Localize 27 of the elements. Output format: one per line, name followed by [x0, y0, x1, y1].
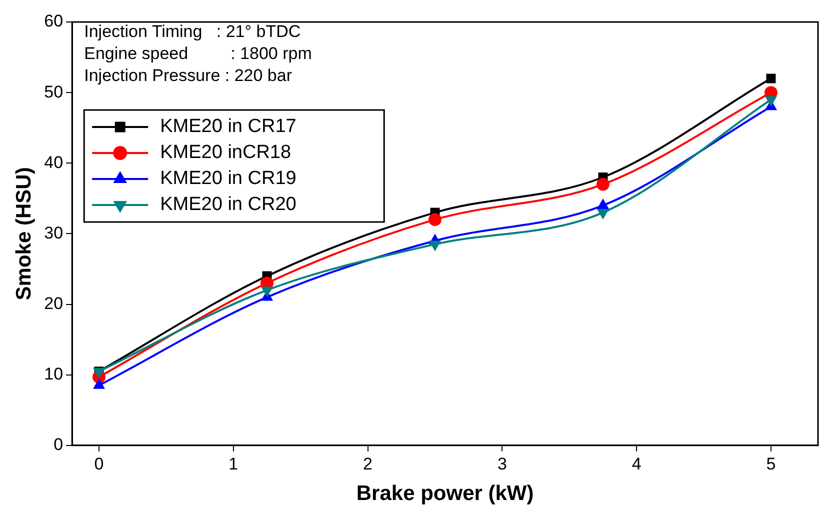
- y-tick-label: 30: [44, 223, 64, 242]
- point: [428, 213, 442, 226]
- legend-label: KME20 in CR20: [160, 194, 296, 216]
- x-tick-label: 2: [363, 454, 373, 474]
- annotation: Injection Pressure : 220 bar: [84, 66, 292, 86]
- x-tick-label: 5: [766, 454, 776, 474]
- point: [429, 240, 441, 251]
- x-tick-label: 3: [497, 454, 507, 474]
- y-tick-label: 20: [44, 294, 64, 313]
- point: [596, 178, 610, 191]
- y-tick-label: 10: [44, 364, 64, 384]
- y-tick-label: 60: [44, 12, 64, 31]
- x-axis-title: Brake power (kW): [356, 482, 534, 506]
- x-tick-label: 4: [632, 454, 642, 474]
- point: [261, 286, 273, 297]
- legend-label: KME20 in CR19: [160, 168, 296, 190]
- x-tick-label: 0: [94, 454, 104, 474]
- annotation: Injection Timing : 21° bTDC: [84, 22, 301, 42]
- y-tick-label: 40: [44, 152, 64, 172]
- annotation: Engine speed : 1800 rpm: [84, 44, 312, 64]
- legend-label: KME20 inCR18: [160, 142, 292, 164]
- y-tick-label: 50: [44, 82, 64, 102]
- y-axis-title: Smoke (HSU): [12, 167, 36, 300]
- point: [766, 74, 776, 84]
- y-tick-label: 0: [54, 435, 64, 454]
- legend-label: KME20 in CR17: [160, 116, 296, 138]
- x-tick-label: 1: [228, 454, 238, 474]
